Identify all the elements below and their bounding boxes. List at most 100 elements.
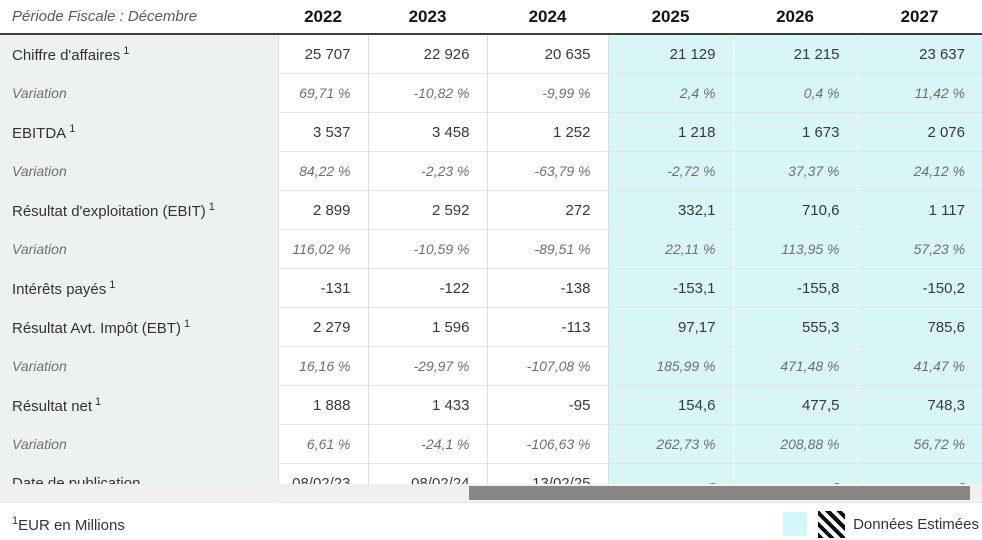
row-label: Résultat d'exploitation (EBIT) 1 <box>0 190 278 230</box>
cell-estimated: 2 076 <box>856 112 982 152</box>
table-row-ebit: Résultat d'exploitation (EBIT) 1 2 899 2 … <box>0 190 982 230</box>
year-header-2022: 2022 <box>278 0 368 35</box>
footnote-eur-millions: 1EUR en Millions <box>12 514 125 534</box>
estimate-color-swatch <box>783 512 808 536</box>
cell-estimated: 471,48 % <box>732 346 857 386</box>
cell-estimated: 332,1 <box>607 190 733 230</box>
cell-estimated: 1 117 <box>856 190 982 230</box>
year-header-2027: 2027 <box>857 0 982 35</box>
horizontal-scrollbar-track[interactable] <box>0 484 982 502</box>
cell: -89,51 % <box>486 229 608 269</box>
table-row-variation: Variation 116,02 % -10,59 % -89,51 % 22,… <box>0 229 982 269</box>
cell: 22 926 <box>367 34 487 74</box>
table-row-variation: Variation 84,22 % -2,23 % -63,79 % -2,72… <box>0 151 982 191</box>
cell-estimated: 11,42 % <box>856 73 982 113</box>
cell: 3 537 <box>277 112 368 152</box>
footnote-ref: 1 <box>123 44 130 57</box>
cell-estimated: 22,11 % <box>607 229 733 269</box>
cell: -24,1 % <box>367 424 487 464</box>
row-label: Variation <box>0 229 278 269</box>
cell: 1 596 <box>367 307 487 347</box>
row-label: EBITDA 1 <box>0 112 278 152</box>
cell-estimated: 555,3 <box>732 307 857 347</box>
cell: 272 <box>486 190 608 230</box>
cell-estimated: 785,6 <box>856 307 982 347</box>
cell-estimated: -2,72 % <box>607 151 733 191</box>
cell-estimated: 113,95 % <box>732 229 857 269</box>
cell: -29,97 % <box>367 346 487 386</box>
cell: -106,63 % <box>486 424 608 464</box>
row-label: Résultat net 1 <box>0 385 278 425</box>
row-label: Variation <box>0 346 278 386</box>
footnote-ref: 1 <box>208 200 215 213</box>
row-label: Résultat Avt. Impôt (EBT) 1 <box>0 307 278 347</box>
footnote-ref: 1 <box>109 278 116 291</box>
cell-estimated: 0,4 % <box>732 73 857 113</box>
cell: -131 <box>277 268 368 308</box>
legend-label: Données Estimées <box>853 515 979 533</box>
cell: -95 <box>486 385 608 425</box>
cell-estimated: 1 673 <box>732 112 857 152</box>
cell-estimated: 57,23 % <box>856 229 982 269</box>
cell-estimated: -155,8 <box>732 268 857 308</box>
cell-estimated: 1 218 <box>607 112 733 152</box>
cell: 6,61 % <box>277 424 368 464</box>
cell: -10,59 % <box>367 229 487 269</box>
cell: -10,82 % <box>367 73 487 113</box>
cell-estimated: 748,3 <box>856 385 982 425</box>
year-header-2025: 2025 <box>608 0 733 35</box>
cell: 20 635 <box>486 34 608 74</box>
cell: 1 252 <box>486 112 608 152</box>
footnote-marker: 1 <box>12 514 19 527</box>
table-footer: 1EUR en Millions Données Estimées <box>0 509 982 539</box>
hatched-swatch-icon <box>818 510 846 538</box>
cell: 25 707 <box>277 34 368 74</box>
cell: 84,22 % <box>277 151 368 191</box>
cell-estimated: -153,1 <box>607 268 733 308</box>
year-header-2024: 2024 <box>487 0 608 35</box>
table-row-revenue: Chiffre d'affaires 1 25 707 22 926 20 635… <box>0 34 982 74</box>
cell-estimated: 208,88 % <box>732 424 857 464</box>
table-row-variation: Variation 6,61 % -24,1 % -106,63 % 262,7… <box>0 424 982 464</box>
cell: 16,16 % <box>277 346 368 386</box>
footnote-ref: 1 <box>95 395 102 408</box>
table-row-variation: Variation 69,71 % -10,82 % -9,99 % 2,4 %… <box>0 73 982 113</box>
row-label: Variation <box>0 73 278 113</box>
fiscal-period-label: Période Fiscale : Décembre <box>0 0 278 35</box>
cell: 3 458 <box>367 112 487 152</box>
estimated-data-legend: Données Estimées <box>783 510 982 538</box>
cell: -122 <box>367 268 487 308</box>
year-header-2026: 2026 <box>733 0 857 35</box>
row-label: Variation <box>0 151 278 191</box>
cell-estimated: 41,47 % <box>856 346 982 386</box>
cell: 2 899 <box>277 190 368 230</box>
horizontal-scrollbar-thumb[interactable] <box>469 486 970 500</box>
cell-estimated: 56,72 % <box>856 424 982 464</box>
financials-table: Période Fiscale : Décembre 2022 2023 202… <box>0 0 982 503</box>
table-row-variation: Variation 16,16 % -29,97 % -107,08 % 185… <box>0 346 982 386</box>
cell: 116,02 % <box>277 229 368 269</box>
footnote-ref: 1 <box>69 122 76 135</box>
cell-estimated: 37,37 % <box>732 151 857 191</box>
cell-estimated: -150,2 <box>856 268 982 308</box>
header-row: Période Fiscale : Décembre 2022 2023 202… <box>0 0 982 35</box>
cell-estimated: 21 129 <box>607 34 733 74</box>
cell: 69,71 % <box>277 73 368 113</box>
cell-estimated: 710,6 <box>732 190 857 230</box>
cell-estimated: 262,73 % <box>607 424 733 464</box>
cell: -107,08 % <box>486 346 608 386</box>
cell: -138 <box>486 268 608 308</box>
table-row-ebt: Résultat Avt. Impôt (EBT) 1 2 279 1 596 -… <box>0 307 982 347</box>
cell-estimated: 23 637 <box>856 34 982 74</box>
cell-estimated: 2,4 % <box>607 73 733 113</box>
table-row-net-income: Résultat net 1 1 888 1 433 -95 154,6 477,… <box>0 385 982 425</box>
year-header-2023: 2023 <box>368 0 487 35</box>
cell: 2 279 <box>277 307 368 347</box>
cell: -2,23 % <box>367 151 487 191</box>
cell-estimated: 24,12 % <box>856 151 982 191</box>
cell: -63,79 % <box>486 151 608 191</box>
cell: 2 592 <box>367 190 487 230</box>
cell-estimated: 21 215 <box>732 34 857 74</box>
cell-estimated: 154,6 <box>607 385 733 425</box>
